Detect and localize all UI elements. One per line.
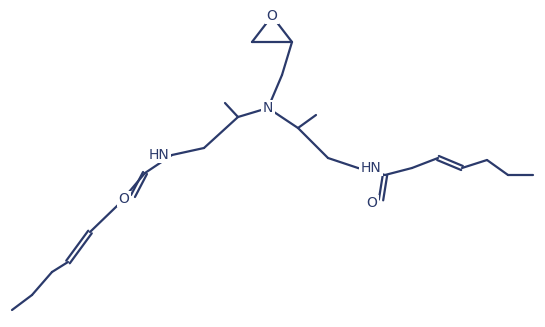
Text: HN: HN — [361, 161, 382, 175]
Text: O: O — [119, 192, 130, 206]
Text: N: N — [263, 101, 273, 115]
Text: O: O — [367, 196, 378, 210]
Text: HN: HN — [149, 148, 169, 162]
Text: O: O — [267, 9, 277, 23]
